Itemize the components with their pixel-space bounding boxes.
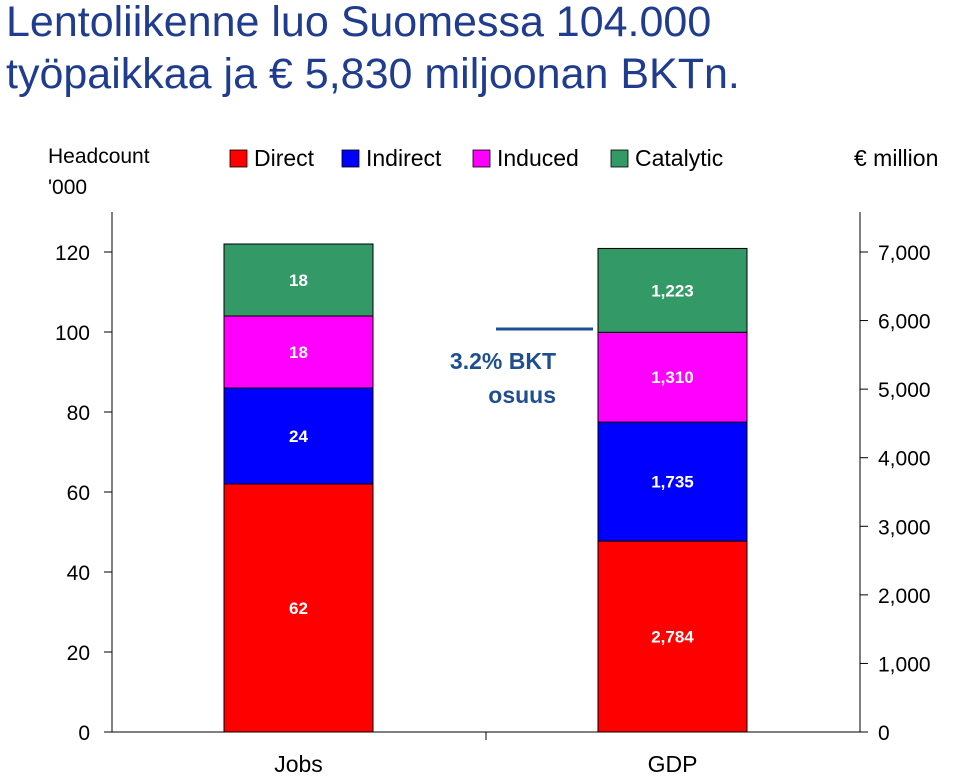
bar-label-jobs-induced: 18 bbox=[289, 343, 308, 362]
left-tick-label: 60 bbox=[67, 482, 90, 505]
right-tick-label: 3,000 bbox=[878, 516, 931, 539]
bar-label-jobs-indirect: 24 bbox=[289, 427, 308, 446]
page-title: Lentoliikenne luo Suomessa 104.000 työpa… bbox=[6, 0, 956, 100]
right-tick-label: 0 bbox=[878, 722, 890, 745]
bar-segment-jobs-induced bbox=[223, 315, 374, 389]
bar-labels: 62 24 18 18 2,784 1,735 1,310 1,223 bbox=[289, 271, 694, 647]
category-label-jobs: Jobs bbox=[274, 751, 323, 776]
right-tick-label: 1,000 bbox=[878, 653, 931, 676]
bar-segment-gdp-direct bbox=[597, 540, 748, 733]
annotation-line-1: 3.2% BKT bbox=[450, 348, 556, 374]
right-tick-label: 6,000 bbox=[878, 311, 931, 334]
bar-label-gdp-catalytic: 1,223 bbox=[651, 281, 694, 300]
bar-segment-jobs-catalytic bbox=[223, 243, 374, 317]
right-tick-label: 2,000 bbox=[878, 585, 931, 608]
annotation-line-2: osuus bbox=[488, 382, 556, 408]
left-tick-label: 100 bbox=[55, 322, 90, 345]
legend-label-indirect: Indirect bbox=[366, 145, 442, 171]
bars bbox=[223, 243, 748, 733]
bar-label-gdp-indirect: 1,735 bbox=[651, 473, 694, 492]
legend-swatch-catalytic bbox=[610, 149, 629, 168]
bar-segment-jobs-indirect bbox=[223, 387, 374, 485]
left-tick-label: 0 bbox=[78, 722, 90, 745]
left-tick-label: 80 bbox=[67, 402, 90, 425]
category-label-gdp: GDP bbox=[648, 751, 698, 776]
title-line-1: Lentoliikenne luo Suomessa 104.000 bbox=[6, 0, 712, 46]
left-axis-label-line1: Headcount bbox=[48, 145, 150, 168]
legend-label-catalytic: Catalytic bbox=[635, 145, 723, 171]
left-ticks: 0 20 40 60 80 100 120 bbox=[55, 242, 112, 745]
title-line-2: työpaikkaa ja € 5,830 miljoonan BKTn. bbox=[6, 50, 740, 98]
bar-label-gdp-direct: 2,784 bbox=[651, 628, 694, 647]
right-tick-label: 4,000 bbox=[878, 448, 931, 471]
right-tick-label: 5,000 bbox=[878, 379, 931, 402]
legend-swatch-indirect bbox=[341, 149, 360, 168]
legend-swatch-induced bbox=[472, 149, 491, 168]
right-ticks: 0 1,000 2,000 3,000 4,000 5,000 6,000 7,000 bbox=[860, 242, 931, 745]
bar-label-jobs-catalytic: 18 bbox=[289, 271, 308, 290]
right-axis-label: € million bbox=[854, 145, 938, 171]
left-tick-label: 40 bbox=[67, 562, 90, 585]
category-labels: Jobs GDP bbox=[274, 751, 697, 776]
legend-swatch-direct bbox=[229, 149, 248, 168]
bar-segment-gdp-catalytic bbox=[597, 247, 748, 333]
right-tick-label: 7,000 bbox=[878, 242, 931, 265]
bar-label-jobs-direct: 62 bbox=[289, 599, 308, 618]
bar-label-gdp-induced: 1,310 bbox=[651, 368, 694, 387]
bar-segment-gdp-induced bbox=[597, 331, 748, 423]
legend-label-direct: Direct bbox=[254, 145, 315, 171]
legend: Direct Indirect Induced Catalytic bbox=[229, 145, 723, 171]
left-axis-label-line2: '000 bbox=[48, 176, 87, 199]
left-tick-label: 20 bbox=[67, 642, 90, 665]
left-tick-label: 120 bbox=[55, 242, 90, 265]
legend-label-induced: Induced bbox=[497, 145, 579, 171]
